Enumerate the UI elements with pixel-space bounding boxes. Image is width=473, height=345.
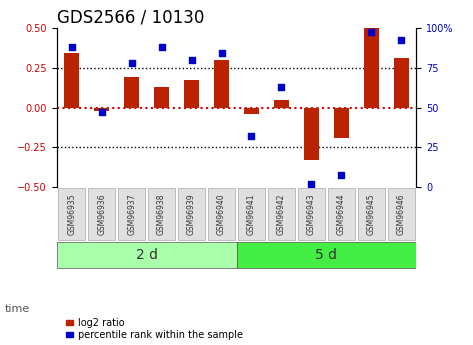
Point [218,50,225,56]
Text: percentile rank within the sample: percentile rank within the sample [78,330,243,339]
FancyBboxPatch shape [268,188,295,240]
Text: GSM96939: GSM96939 [187,193,196,235]
FancyBboxPatch shape [178,188,205,240]
Text: log2 ratio: log2 ratio [78,318,125,327]
Bar [64,53,79,108]
Text: GSM96946: GSM96946 [397,193,406,235]
Text: GSM96941: GSM96941 [247,193,256,235]
Point [338,172,345,177]
FancyBboxPatch shape [328,188,355,240]
Text: GSM96937: GSM96937 [127,193,136,235]
FancyBboxPatch shape [88,188,115,240]
Text: GSM96945: GSM96945 [367,193,376,235]
FancyBboxPatch shape [236,242,416,268]
Text: GSM96936: GSM96936 [97,193,106,235]
Point [397,38,405,43]
Point [158,44,166,50]
Bar [124,77,139,108]
Point [128,60,135,66]
Text: GSM96942: GSM96942 [277,193,286,235]
Text: 2 d: 2 d [136,248,158,262]
Text: GSM96938: GSM96938 [157,193,166,235]
Text: GSM96935: GSM96935 [67,193,76,235]
Bar [364,28,379,108]
FancyBboxPatch shape [298,188,325,240]
Point [368,30,375,35]
FancyBboxPatch shape [208,188,235,240]
Text: time: time [5,304,30,314]
FancyBboxPatch shape [238,188,265,240]
Point [98,110,105,115]
Text: 5 d: 5 d [315,248,337,262]
Bar [394,58,409,108]
Point [248,134,255,139]
FancyBboxPatch shape [358,188,385,240]
Bar [94,108,109,111]
Text: GSM96940: GSM96940 [217,193,226,235]
Bar [184,80,199,108]
Bar [214,60,229,108]
Bar [244,108,259,114]
FancyBboxPatch shape [57,242,236,268]
Point [68,44,76,50]
Text: GDS2566 / 10130: GDS2566 / 10130 [57,8,204,26]
Text: GSM96943: GSM96943 [307,193,316,235]
FancyBboxPatch shape [58,188,85,240]
Point [307,181,315,187]
Bar [334,108,349,138]
Bar [304,108,319,160]
Bar [274,99,289,108]
FancyBboxPatch shape [118,188,145,240]
Point [278,84,285,89]
Text: GSM96944: GSM96944 [337,193,346,235]
Point [188,57,195,62]
FancyBboxPatch shape [148,188,175,240]
Bar [154,87,169,108]
FancyBboxPatch shape [388,188,415,240]
